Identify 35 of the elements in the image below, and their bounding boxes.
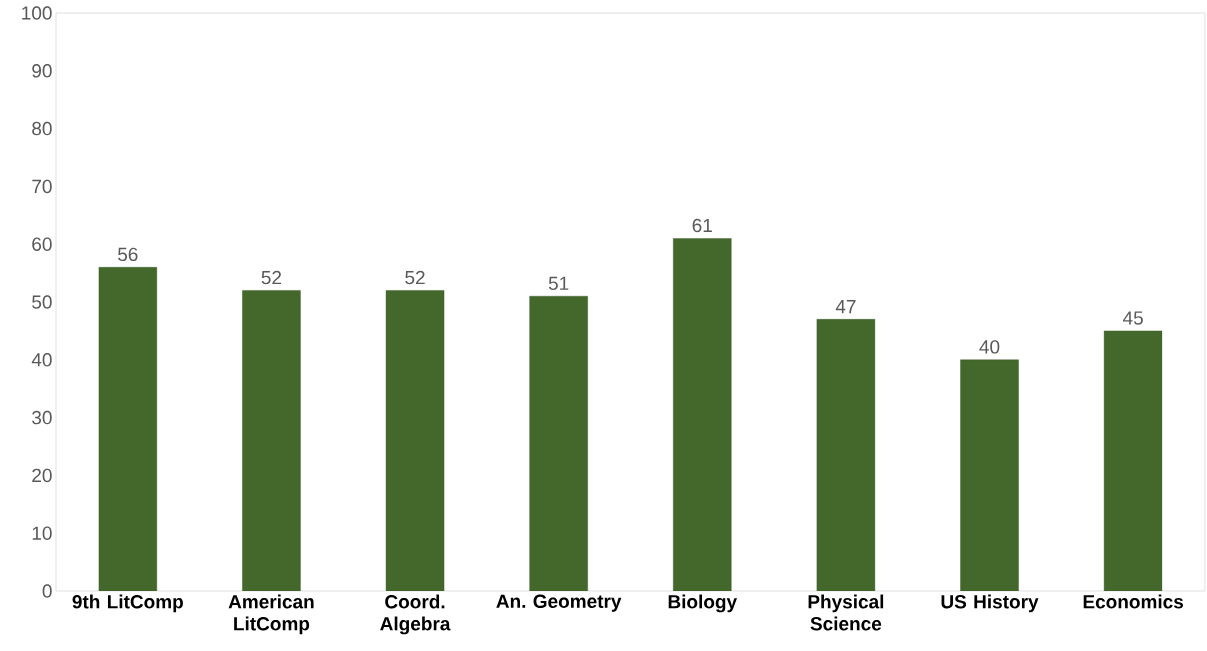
data-label: 61 xyxy=(692,218,712,233)
y-tick-label: 100 xyxy=(22,6,52,20)
bar xyxy=(673,238,732,591)
x-tick-label: Coord. Algebra xyxy=(380,594,451,635)
bar xyxy=(1103,330,1163,591)
bar xyxy=(242,290,301,591)
y-tick-label: 40 xyxy=(31,353,52,367)
y-tick-label: 80 xyxy=(32,121,52,136)
x-tick-label: Economics xyxy=(1083,594,1184,609)
y-tick-label: 60 xyxy=(32,237,52,251)
bar xyxy=(385,290,445,591)
data-label: 52 xyxy=(261,270,282,285)
y-tick-label: 10 xyxy=(32,526,52,540)
bar xyxy=(98,267,158,591)
bar xyxy=(816,319,876,591)
data-label: 47 xyxy=(835,300,856,314)
x-tick-label: Physical Science xyxy=(808,594,884,631)
x-tick-label: An. Geometry xyxy=(496,594,622,612)
y-tick-label: 50 xyxy=(32,295,52,309)
y-tick-label: 90 xyxy=(32,64,52,78)
bar xyxy=(529,296,588,591)
y-tick-label: 0 xyxy=(42,584,52,598)
data-label: 52 xyxy=(405,270,425,285)
x-tick-label: American LitComp xyxy=(228,594,314,635)
x-tick-label: Biology xyxy=(668,594,738,613)
y-tick-label: 70 xyxy=(32,179,52,194)
y-tick-label: 30 xyxy=(32,410,52,425)
data-label: 40 xyxy=(979,340,1000,354)
data-label: 45 xyxy=(1123,311,1143,325)
data-label: 56 xyxy=(118,247,138,262)
bar xyxy=(960,359,1019,591)
x-tick-label: US History xyxy=(941,594,1039,613)
y-tick-label: 20 xyxy=(32,468,52,483)
data-label: 51 xyxy=(548,276,569,291)
x-tick-label: 9th LitComp xyxy=(72,594,183,613)
